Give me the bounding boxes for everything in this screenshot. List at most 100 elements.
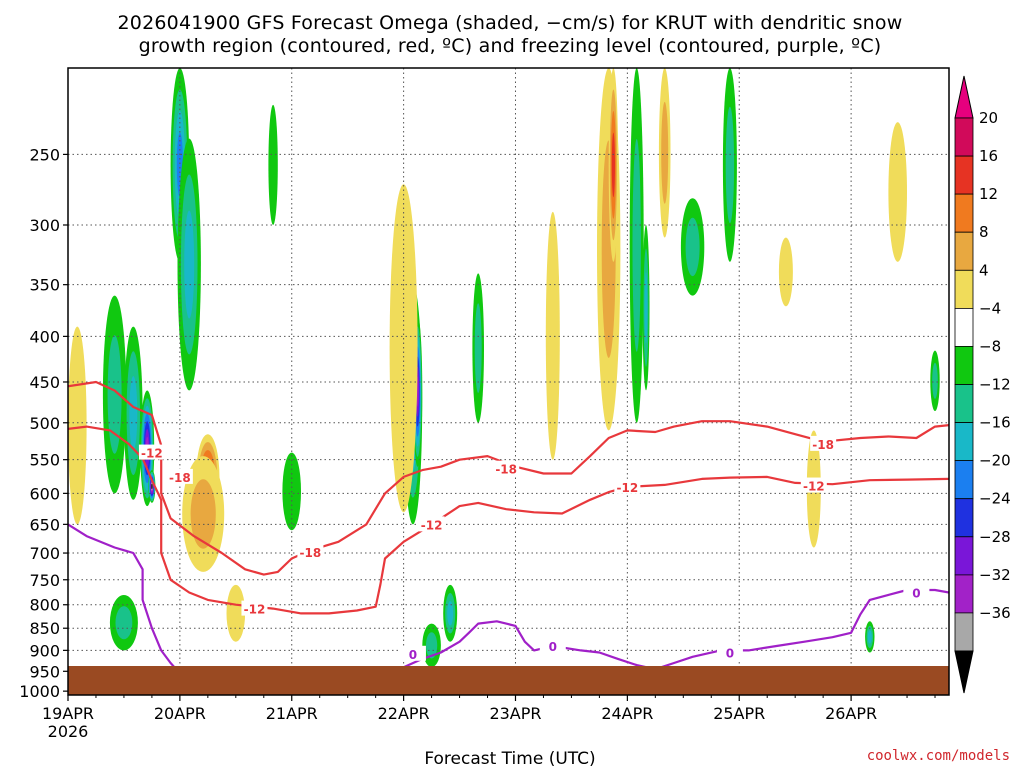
colorbar-segment-5 — [954, 307, 974, 347]
contour-label-bg-2-2 — [539, 638, 566, 654]
omega-feature-31-level-1 — [932, 362, 938, 399]
contour-label-bg-0-3 — [810, 435, 837, 451]
omega-feature-9-level-1 — [115, 606, 133, 640]
x-tick-label-22APR: 22APR — [378, 704, 430, 723]
contour-label-bg-1-2 — [418, 516, 445, 532]
y-tick-label-350: 350 — [29, 276, 60, 295]
colorbar-segment-9 — [954, 460, 974, 500]
colorbar-top-arrow — [954, 75, 974, 119]
omega-feature-21-level-3 — [611, 132, 616, 198]
colorbar-segment-3 — [954, 231, 974, 271]
contour-line-0 — [68, 380, 949, 576]
contour-line-1 — [68, 425, 949, 615]
x-axis: 19APR 20APR 21APR 22APR 23APR 24APR 25APR 26APR — [42, 695, 936, 723]
colorbar-label-12: −32 — [979, 566, 1011, 584]
colorbar-label-11: −28 — [979, 528, 1011, 546]
contour-label-bg-0-2 — [493, 460, 520, 476]
y-tick-label-700: 700 — [29, 544, 60, 563]
colorbar-bottom-arrow — [954, 650, 974, 694]
contour-label-1-0: -12 — [141, 447, 163, 461]
colorbar-segment-6 — [954, 345, 974, 385]
omega-feature-6-level-2 — [184, 210, 195, 319]
omega-feature-0-level-0 — [68, 326, 87, 525]
colorbar-label-7: −12 — [979, 376, 1011, 394]
x-axis-year: 2026 — [48, 722, 89, 741]
y-tick-label-1000: 1000 — [19, 682, 60, 701]
colorbar-segment-1 — [954, 155, 974, 195]
colorbar-label-13: −36 — [979, 604, 1011, 622]
omega-feature-16-level-1 — [426, 632, 438, 659]
contour-label-bg-2-4 — [903, 584, 930, 600]
y-tick-label-850: 850 — [29, 619, 60, 638]
omega-feature-4-level-8 — [151, 483, 153, 490]
ground-layer — [68, 666, 949, 695]
contour-label-2-2: 0 — [549, 640, 557, 654]
x-tick-label-24APR: 24APR — [601, 704, 653, 723]
contour-label-0-0: -18 — [169, 471, 191, 485]
y-tick-label-400: 400 — [29, 327, 60, 346]
contour-label-2-3: 0 — [726, 646, 734, 660]
colorbar-segment-8 — [954, 422, 974, 462]
colorbar-label-6: −8 — [979, 337, 1001, 355]
colorbar-label-2: 12 — [979, 185, 998, 203]
x-tick-label-26APR: 26APR — [825, 704, 877, 723]
y-tick-label-750: 750 — [29, 571, 60, 590]
colorbar-label-1: 16 — [979, 147, 998, 165]
contour-label-bg-1-3 — [614, 478, 641, 494]
contour-label-bg-1-4 — [800, 477, 827, 493]
contour-label-1-2: -12 — [421, 518, 443, 532]
colorbar-segment-0 — [954, 117, 974, 157]
contour-label-2-4: 0 — [912, 586, 920, 600]
contour-label-bg-1-0 — [138, 444, 165, 460]
omega-feature-17-level-2 — [447, 601, 454, 626]
x-axis-title: Forecast Time (UTC) — [424, 749, 595, 768]
y-axis: 250 300 350 400 450 500 550 600 650 700 750 800 850 9… — [19, 145, 68, 701]
omega-feature-1-level-1 — [107, 335, 122, 454]
colorbar-label-8: −16 — [979, 414, 1011, 432]
omega-feature-10-level-0 — [268, 104, 278, 225]
omega-feature-19-level-0 — [545, 211, 560, 460]
colorbar: 20 16 12 8 4 −4 −8 −12 −16 −20 −24 −28 −32 −36 — [954, 75, 1011, 694]
contour-label-0-1: -18 — [300, 546, 322, 560]
contour-label-bg-2-1 — [399, 645, 426, 661]
chart-title-line-1: 2026041900 GFS Forecast Omega (shaded, −… — [118, 12, 903, 34]
omega-feature-11-level-0 — [226, 584, 246, 642]
omega-feature-22-level-1 — [632, 139, 641, 352]
contour-label-2-1: 0 — [409, 648, 417, 662]
omega-feature-25-level-1 — [685, 217, 700, 277]
contour-label-0-3: -18 — [812, 438, 834, 452]
y-tick-label-500: 500 — [29, 414, 60, 433]
contour-label-bg-0-0 — [166, 468, 193, 484]
contour-label-0-2: -18 — [495, 463, 517, 477]
colorbar-label-10: −24 — [979, 490, 1011, 508]
y-tick-label-450: 450 — [29, 373, 60, 392]
y-tick-label-800: 800 — [29, 596, 60, 615]
y-tick-label-550: 550 — [29, 451, 60, 470]
colorbar-segment-10 — [954, 498, 974, 538]
contour-label-1-3: -12 — [617, 481, 639, 495]
x-tick-label-25APR: 25APR — [713, 704, 765, 723]
colorbar-label-5: −4 — [979, 299, 1001, 317]
y-tick-label-650: 650 — [29, 515, 60, 534]
omega-feature-29-level-2 — [867, 630, 872, 644]
plot-area — [68, 68, 949, 695]
colorbar-segment-4 — [954, 269, 974, 309]
x-tick-label-23APR: 23APR — [489, 704, 541, 723]
y-tick-label-900: 900 — [29, 641, 60, 660]
colorbar-label-3: 8 — [979, 223, 989, 241]
colorbar-label-4: 4 — [979, 261, 989, 279]
y-tick-label-300: 300 — [29, 216, 60, 235]
contour-label-1-4: -12 — [803, 480, 825, 494]
source-credit: coolwx.com/models — [867, 748, 1010, 764]
colorbar-segment-7 — [954, 384, 974, 423]
colorbar-label-0: 20 — [979, 109, 998, 127]
contour-label-1-1: -12 — [244, 603, 266, 617]
omega-feature-24-level-1 — [661, 101, 669, 204]
omega-feature-2-level-2 — [129, 376, 138, 451]
contour-label-bg-0-1 — [297, 543, 324, 559]
y-tick-label-600: 600 — [29, 484, 60, 503]
x-tick-label-20APR: 20APR — [154, 704, 206, 723]
x-tick-label-21APR: 21APR — [266, 704, 318, 723]
omega-feature-8-level-1 — [190, 479, 216, 549]
